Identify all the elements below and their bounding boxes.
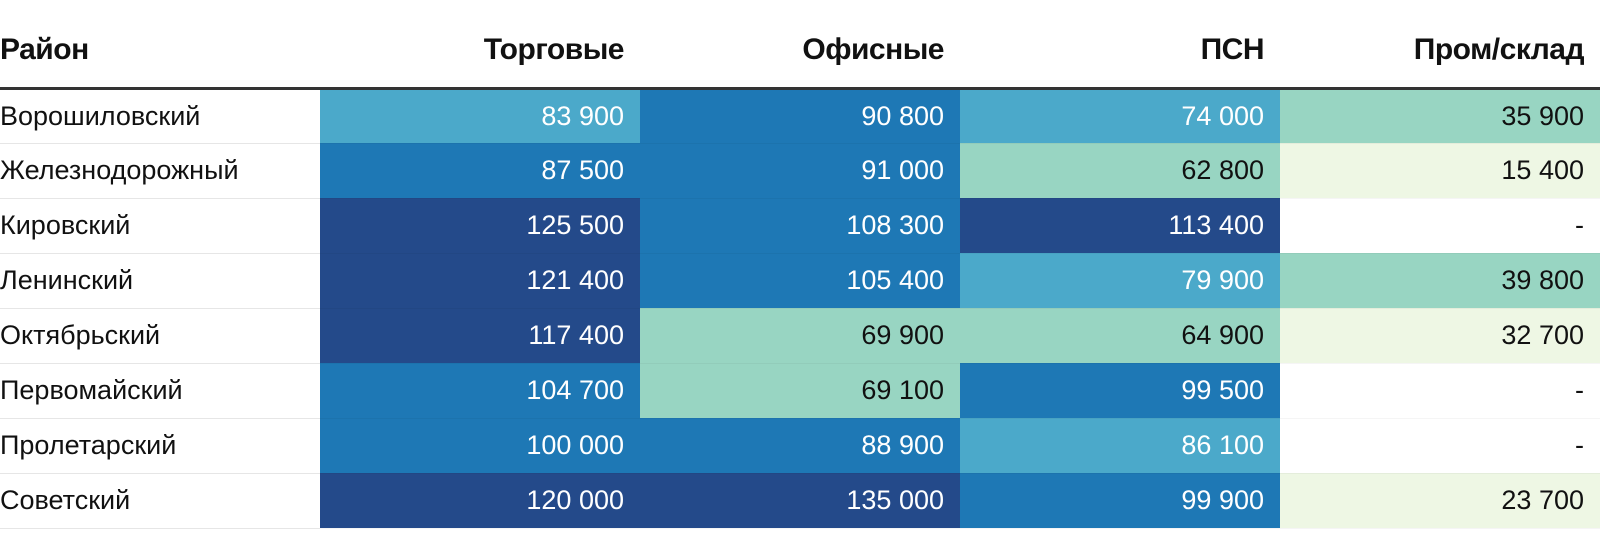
heatmap-value-cell: 108 300 bbox=[640, 198, 960, 254]
heatmap-value-cell: 64 900 bbox=[960, 308, 1280, 364]
heatmap-value-cell: 88 900 bbox=[640, 418, 960, 474]
district-name-cell: Пролетарский bbox=[0, 418, 320, 474]
heatmap-value-cell: 90 800 bbox=[640, 88, 960, 144]
column-header-office: Офисные bbox=[640, 0, 960, 90]
heatmap-value-cell: 113 400 bbox=[960, 198, 1280, 254]
heatmap-value-cell: - bbox=[1280, 363, 1600, 419]
heatmap-value-cell: - bbox=[1280, 198, 1600, 254]
heatmap-value-cell: 32 700 bbox=[1280, 308, 1600, 364]
heatmap-value-cell: 135 000 bbox=[640, 473, 960, 529]
district-name-cell: Первомайский bbox=[0, 363, 320, 419]
table-body: Ворошиловский 83 900 90 800 74 000 35 900 Жел… bbox=[0, 88, 1600, 529]
district-name-cell: Октябрьский bbox=[0, 308, 320, 364]
heatmap-value-cell: 39 800 bbox=[1280, 253, 1600, 309]
heatmap-value-cell: 121 400 bbox=[320, 253, 640, 309]
heatmap-value-cell: 35 900 bbox=[1280, 88, 1600, 144]
heatmap-value-cell: 120 000 bbox=[320, 473, 640, 529]
header-row: Район Торговые Офисные ПСН Пром/склад bbox=[0, 0, 1600, 90]
district-name-cell: Советский bbox=[0, 473, 320, 529]
district-name-cell: Ленинский bbox=[0, 253, 320, 309]
heatmap-value-cell: 15 400 bbox=[1280, 143, 1600, 199]
heatmap-value-cell: 99 500 bbox=[960, 363, 1280, 419]
heatmap-value-cell: 99 900 bbox=[960, 473, 1280, 529]
table-row: Ворошиловский 83 900 90 800 74 000 35 900 bbox=[0, 88, 1600, 144]
column-header-retail: Торговые bbox=[320, 0, 640, 90]
heatmap-value-cell: 117 400 bbox=[320, 308, 640, 364]
heatmap-value-cell: 69 900 bbox=[640, 308, 960, 364]
table-row: Железнодорожный 87 500 91 000 62 800 15 400 bbox=[0, 143, 1600, 199]
heatmap-value-cell: 79 900 bbox=[960, 253, 1280, 309]
table-row: Пролетарский 100 000 88 900 86 100- bbox=[0, 418, 1600, 474]
heatmap-value-cell: 69 100 bbox=[640, 363, 960, 419]
table-row: Первомайский 104 700 69 100 99 500- bbox=[0, 363, 1600, 419]
heatmap-value-cell: 74 000 bbox=[960, 88, 1280, 144]
district-name-cell: Железнодорожный bbox=[0, 143, 320, 199]
table-row: Кировский 125 500 108 300 113 400- bbox=[0, 198, 1600, 254]
heatmap-value-cell: 83 900 bbox=[320, 88, 640, 144]
column-header-industrial-warehouse: Пром/склад bbox=[1280, 0, 1600, 90]
heatmap-value-cell: - bbox=[1280, 418, 1600, 474]
heatmap-value-cell: 104 700 bbox=[320, 363, 640, 419]
heatmap-value-cell: 86 100 bbox=[960, 418, 1280, 474]
heatmap-value-cell: 100 000 bbox=[320, 418, 640, 474]
district-name-cell: Кировский bbox=[0, 198, 320, 254]
heatmap-value-cell: 91 000 bbox=[640, 143, 960, 199]
district-name-cell: Ворошиловский bbox=[0, 88, 320, 144]
table-row: Советский 120 000 135 000 99 900 23 700 bbox=[0, 473, 1600, 529]
table-row: Ленинский 121 400 105 400 79 900 39 800 bbox=[0, 253, 1600, 309]
heatmap-value-cell: 105 400 bbox=[640, 253, 960, 309]
heatmap-value-cell: 23 700 bbox=[1280, 473, 1600, 529]
column-header-district: Район bbox=[0, 0, 320, 90]
heatmap-value-cell: 87 500 bbox=[320, 143, 640, 199]
table-header: Район Торговые Офисные ПСН Пром/склад bbox=[0, 0, 1600, 90]
column-header-psn: ПСН bbox=[960, 0, 1280, 90]
table-row: Октябрьский 117 400 69 900 64 900 32 700 bbox=[0, 308, 1600, 364]
heatmap-value-cell: 125 500 bbox=[320, 198, 640, 254]
heatmap-value-cell: 62 800 bbox=[960, 143, 1280, 199]
